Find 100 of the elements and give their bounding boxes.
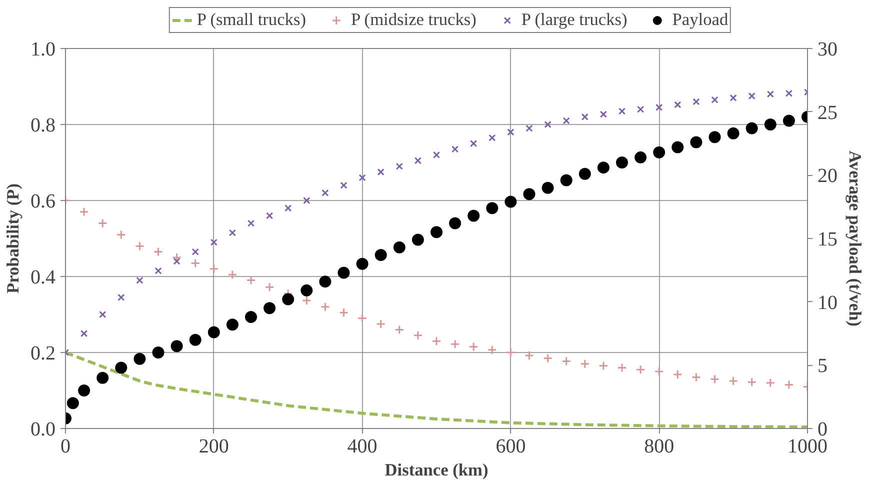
point bbox=[449, 217, 462, 230]
y2-tick-label: 15 bbox=[818, 228, 838, 250]
point bbox=[526, 124, 533, 132]
x-tick-label: 400 bbox=[347, 436, 378, 458]
point bbox=[618, 108, 626, 115]
point bbox=[134, 352, 146, 365]
point bbox=[302, 296, 312, 306]
legend-label: P (large trucks) bbox=[521, 10, 628, 30]
point bbox=[580, 359, 590, 369]
point bbox=[154, 247, 163, 257]
point bbox=[134, 241, 144, 251]
x-tick-label: 600 bbox=[496, 436, 526, 458]
x-tick-label: 200 bbox=[198, 436, 229, 458]
point bbox=[562, 356, 572, 366]
point bbox=[228, 270, 238, 280]
point bbox=[636, 106, 644, 113]
point bbox=[487, 345, 497, 355]
point bbox=[98, 218, 108, 228]
point bbox=[264, 302, 276, 314]
point bbox=[691, 372, 701, 382]
point bbox=[396, 162, 403, 170]
point bbox=[710, 374, 720, 384]
point bbox=[340, 182, 348, 189]
point bbox=[488, 134, 496, 142]
point bbox=[746, 122, 758, 134]
point bbox=[282, 293, 294, 306]
point bbox=[468, 210, 480, 222]
legend-label: P (midsize trucks) bbox=[350, 10, 476, 30]
point bbox=[338, 266, 350, 279]
point bbox=[748, 92, 756, 100]
point bbox=[80, 330, 88, 338]
point bbox=[192, 248, 199, 256]
point bbox=[708, 131, 721, 144]
point bbox=[358, 314, 368, 324]
point bbox=[747, 377, 757, 387]
point bbox=[208, 326, 220, 338]
point bbox=[711, 96, 718, 104]
point bbox=[543, 353, 553, 363]
point bbox=[507, 128, 514, 136]
point bbox=[319, 276, 332, 288]
point bbox=[432, 151, 440, 158]
point bbox=[581, 113, 588, 120]
point bbox=[470, 140, 478, 148]
point bbox=[690, 136, 702, 148]
point bbox=[320, 302, 330, 312]
point bbox=[393, 241, 406, 254]
point bbox=[653, 146, 666, 158]
point bbox=[560, 174, 572, 186]
point bbox=[764, 118, 776, 130]
point bbox=[228, 229, 236, 236]
point bbox=[486, 202, 498, 214]
y-tick-label: 0.4 bbox=[30, 266, 56, 288]
point bbox=[728, 376, 738, 386]
point bbox=[766, 90, 774, 98]
point bbox=[189, 334, 202, 346]
point bbox=[727, 127, 740, 140]
x-tick-label: 800 bbox=[644, 436, 674, 458]
point bbox=[173, 258, 180, 265]
point bbox=[413, 330, 423, 340]
point bbox=[542, 182, 554, 194]
point bbox=[598, 361, 608, 371]
point bbox=[210, 238, 218, 246]
point bbox=[376, 319, 386, 329]
point bbox=[79, 207, 89, 217]
point bbox=[226, 318, 238, 331]
point bbox=[266, 212, 274, 220]
y2-tick-label: 30 bbox=[818, 38, 838, 60]
point bbox=[617, 362, 627, 372]
point bbox=[209, 264, 219, 274]
point bbox=[247, 220, 255, 227]
legend-label: Payload bbox=[672, 10, 728, 30]
point bbox=[656, 104, 663, 111]
point bbox=[766, 378, 776, 388]
point bbox=[99, 310, 106, 318]
point bbox=[374, 248, 387, 261]
point bbox=[339, 308, 348, 318]
point bbox=[544, 120, 552, 128]
point bbox=[504, 196, 517, 208]
point bbox=[523, 188, 536, 200]
x-axis-title: Distance (km) bbox=[384, 460, 488, 480]
point bbox=[264, 282, 274, 292]
y-tick-label: 0.8 bbox=[30, 114, 56, 136]
legend-label: P (small trucks) bbox=[196, 10, 306, 30]
point bbox=[66, 397, 79, 410]
point bbox=[358, 174, 366, 182]
y2-tick-label: 25 bbox=[818, 102, 838, 124]
point bbox=[616, 156, 628, 168]
point bbox=[785, 90, 793, 97]
point bbox=[672, 370, 682, 380]
y-tick-label: 1.0 bbox=[30, 38, 56, 60]
point bbox=[634, 151, 647, 164]
point bbox=[636, 364, 646, 374]
y-axis-title: Probability (P) bbox=[4, 183, 22, 294]
point bbox=[284, 204, 292, 212]
point bbox=[468, 342, 478, 352]
point bbox=[303, 196, 310, 204]
x-tick-label: 0 bbox=[60, 436, 70, 458]
point bbox=[115, 362, 128, 374]
point bbox=[597, 162, 610, 174]
point bbox=[190, 258, 200, 268]
